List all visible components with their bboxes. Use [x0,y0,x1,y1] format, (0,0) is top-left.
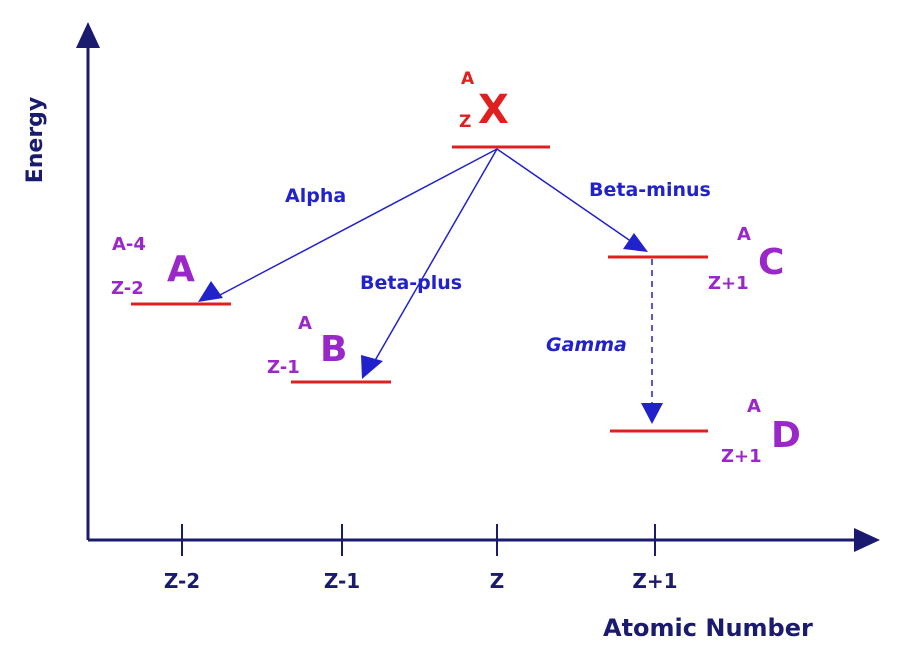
beta-minus-arrow [496,148,633,243]
y-axis-title: Energy [23,97,48,184]
x-axis-arrowhead [854,528,880,552]
x-tick-label: Z+1 [632,569,677,593]
b-atomic-number: Z-1 [267,357,300,378]
energy-levels [131,145,708,433]
x-tick-label: Z-1 [324,569,360,593]
parent-symbol: X [478,87,509,133]
parent-atomic-number: Z [459,112,471,132]
d-atomic-number: Z+1 [721,446,762,467]
axes: Z-2 Z-1 Z Z+1 Atomic Number Energy [23,22,880,642]
gamma-label: Gamma [546,334,627,356]
daughter-c-nuclide: A Z+1 C [708,224,784,294]
daughter-a-nuclide: A-4 Z-2 A [111,234,195,299]
a-mass-number: A-4 [112,234,146,255]
beta-plus-arrowhead [361,355,383,379]
transitions: Alpha Beta-plus Beta-minus Gamma [198,148,711,424]
daughter-d-nuclide: A Z+1 D [721,396,801,467]
beta-minus-label: Beta-minus [589,179,711,201]
c-symbol: C [758,242,784,283]
daughter-b-nuclide: A Z-1 B [267,313,347,378]
b-mass-number: A [298,313,312,334]
b-symbol: B [320,329,347,370]
alpha-label: Alpha [285,185,346,207]
x-tick-label: Z-2 [164,569,200,593]
x-axis-title: Atomic Number [603,614,813,642]
gamma-arrowhead [641,403,663,424]
x-tick-label: Z [490,569,505,593]
parent-nuclide: A Z X [459,69,509,133]
c-atomic-number: Z+1 [708,273,749,294]
d-symbol: D [771,415,801,456]
alpha-arrowhead [198,281,223,302]
beta-plus-arrow [372,148,498,365]
beta-minus-arrowhead [623,233,648,252]
d-mass-number: A [747,396,761,417]
y-axis-arrowhead [76,22,100,48]
alpha-arrow [219,148,498,296]
a-atomic-number: Z-2 [111,278,144,299]
a-symbol: A [167,249,195,290]
c-mass-number: A [737,224,751,245]
parent-mass-number: A [461,69,475,89]
beta-plus-label: Beta-plus [360,272,462,294]
